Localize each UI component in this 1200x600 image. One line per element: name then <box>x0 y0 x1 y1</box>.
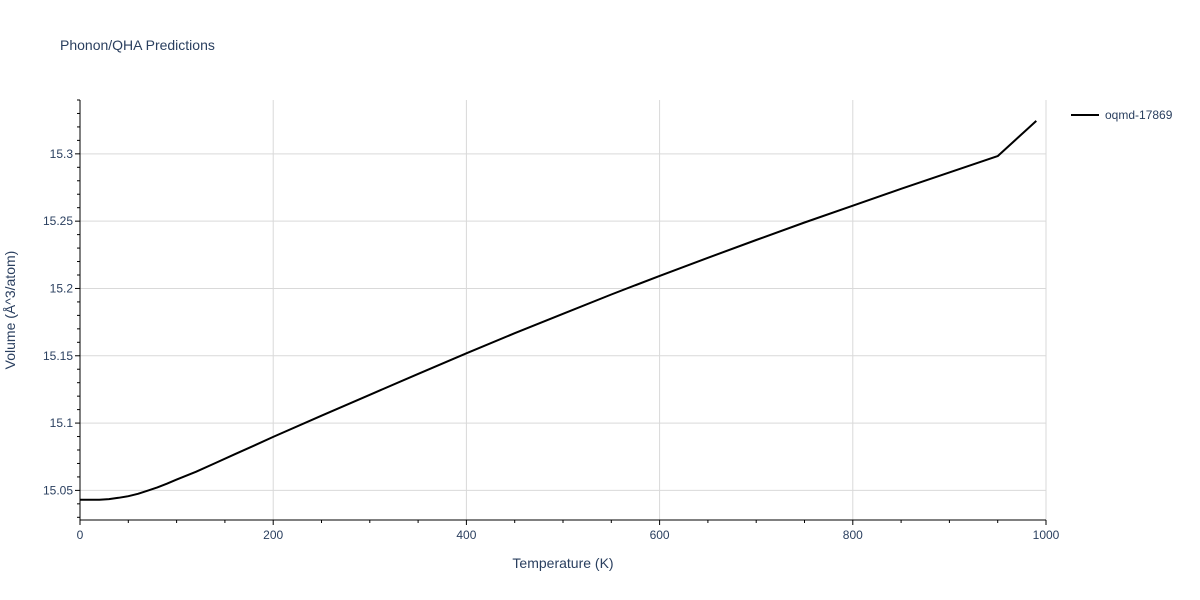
legend-label: oqmd-17869 <box>1105 108 1173 122</box>
axes <box>75 99 1047 525</box>
x-tick-label: 400 <box>456 528 476 542</box>
chart-title: Phonon/QHA Predictions <box>60 37 215 53</box>
y-tick-label: 15.1 <box>50 416 74 430</box>
x-axis-title: Temperature (K) <box>512 555 613 571</box>
y-axis-ticks: 15.05 15.1 15.15 15.2 15.25 15.3 <box>43 147 73 498</box>
x-axis-ticks: 0 200 400 600 800 1000 <box>77 528 1060 542</box>
x-tick-label: 600 <box>650 528 670 542</box>
y-axis-title: Volume (Å^3/atom) <box>2 251 18 370</box>
series-group <box>80 120 1037 501</box>
legend[interactable]: oqmd-17869 <box>1071 108 1173 122</box>
grid-lines <box>80 100 1047 520</box>
y-tick-label: 15.25 <box>43 214 73 228</box>
y-tick-label: 15.15 <box>43 349 73 363</box>
y-tick-label: 15.3 <box>50 147 74 161</box>
x-tick-label: 200 <box>263 528 283 542</box>
y-tick-label: 15.05 <box>43 483 73 497</box>
x-tick-label: 800 <box>843 528 863 542</box>
y-tick-label: 15.2 <box>50 281 74 295</box>
x-tick-label: 1000 <box>1033 528 1060 542</box>
x-tick-label: 0 <box>77 528 84 542</box>
series-line <box>80 120 1037 501</box>
